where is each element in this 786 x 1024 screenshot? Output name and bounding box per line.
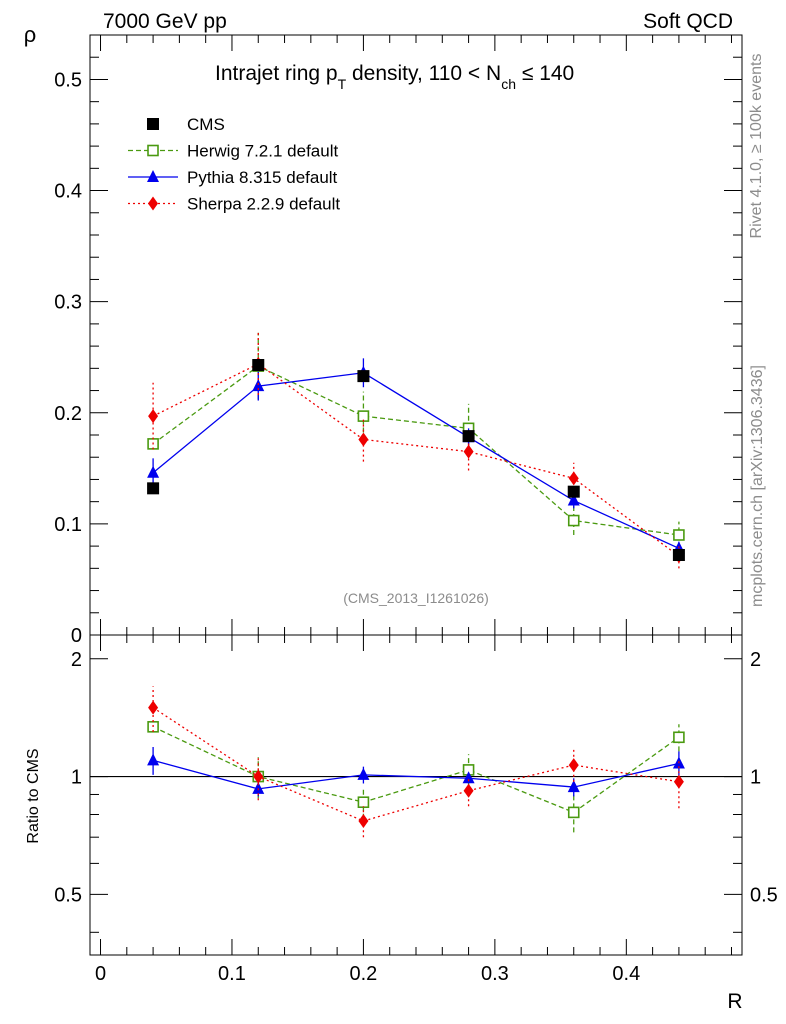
ratio-data-point <box>673 731 685 744</box>
title-middle: density, 110 < N <box>346 62 501 85</box>
main-series-1 <box>147 332 685 549</box>
ratio-series-2 <box>147 747 685 797</box>
y-tick-label: 0.3 <box>54 292 82 314</box>
x-tick-label: 0 <box>95 963 106 985</box>
ratio-plot-frame <box>89 634 743 956</box>
main-data-point <box>357 370 370 383</box>
main-series <box>147 332 685 569</box>
category-label: Soft QCD <box>643 10 733 33</box>
main-data-point <box>672 549 685 561</box>
x-tick-label: 0.3 <box>481 963 509 985</box>
x-axis-label: R <box>727 990 742 1013</box>
main-series-3 <box>148 332 684 569</box>
ratio-data-point <box>673 774 684 789</box>
ratio-series <box>147 686 685 838</box>
title-sub-t: T <box>338 76 347 92</box>
legend-label: Pythia 8.315 default <box>187 168 338 187</box>
ratio-tick-label-right: 0.5 <box>750 884 778 906</box>
legend-marker <box>147 170 159 182</box>
energy-label: 7000 GeV pp <box>103 10 227 33</box>
main-data-point <box>252 379 265 392</box>
ratio-data-point <box>357 767 370 780</box>
ratio-data-point <box>567 806 580 819</box>
ratio-tick-label-left: 0.5 <box>54 884 82 906</box>
main-data-point <box>357 410 370 422</box>
ratio-tick-label-right: 1 <box>750 767 761 789</box>
title-sub-ch: ch <box>501 76 516 92</box>
main-series-line <box>152 365 679 536</box>
legend-marker <box>147 144 159 157</box>
main-data-point <box>252 359 265 371</box>
main-data-point <box>567 514 580 527</box>
x-tick-label: 0.4 <box>612 963 640 985</box>
y-tick-label: 0.1 <box>54 514 82 536</box>
ratio-data-point <box>253 769 264 784</box>
main-data-point <box>567 485 580 498</box>
legend-marker <box>147 118 159 130</box>
y-tick-label: 0.4 <box>54 181 82 203</box>
main-data-point <box>358 432 369 447</box>
ratio-data-point <box>252 781 265 794</box>
main-series-0 <box>147 359 685 561</box>
analysis-id: (CMS_2013_I1261026) <box>343 590 489 606</box>
ratio-series-3 <box>148 686 684 838</box>
x-tick-label: 0.2 <box>350 963 378 985</box>
title-end: ≤ 140 <box>516 62 574 85</box>
ratio-data-point <box>148 700 159 715</box>
rivet-label: Rivet 4.1.0, ≥ 100k events <box>748 54 765 239</box>
main-data-point <box>568 471 579 486</box>
main-data-point <box>462 430 475 443</box>
main-data-point <box>463 444 474 459</box>
ratio-tick-label-left: 2 <box>71 649 82 671</box>
y-tick-label: 0 <box>71 625 82 647</box>
y-tick-label: 0.2 <box>54 403 82 425</box>
ratio-data-point <box>567 780 580 793</box>
ratio-data-point <box>568 758 579 773</box>
main-series-line <box>152 372 680 549</box>
ratio-data-point <box>358 813 369 828</box>
main-data-point <box>147 465 160 478</box>
ratio-series-line <box>152 726 680 814</box>
main-data-point <box>673 529 685 541</box>
main-data-point <box>147 482 160 495</box>
tick-labels: 0 0.1 0.2 0.3 0.4 0 0.1 0.2 0.3 0.4 0.5 0.5 0.5 1 1 2 2 <box>54 69 778 985</box>
ratio-data-point <box>463 783 474 798</box>
mcplots-label: mcplots.cern.ch [arXiv:1306.3436] <box>749 365 766 607</box>
ratio-tick-label-left: 1 <box>71 767 82 789</box>
axis-ticks <box>90 34 742 955</box>
ratio-data-point <box>147 753 160 766</box>
x-tick-label: 0.1 <box>218 963 246 985</box>
legend-label: Herwig 7.2.1 default <box>187 142 338 161</box>
main-data-point <box>148 409 159 424</box>
ratio-tick-label-right: 2 <box>750 649 761 671</box>
ratio-axis-label: Ratio to CMS <box>25 748 42 843</box>
ratio-series-line <box>152 707 680 822</box>
title-main: Intrajet ring p <box>215 62 338 85</box>
main-series-line <box>152 363 680 557</box>
ratio-series-line <box>152 759 680 790</box>
y-tick-label: 0.5 <box>54 69 82 91</box>
y-axis-label: ρ <box>24 22 37 47</box>
legend-label: Sherpa 2.2.9 default <box>187 195 340 214</box>
ratio-data-point <box>462 771 475 784</box>
legend-label: CMS <box>187 115 225 134</box>
ratio-data-point <box>357 796 370 809</box>
legend: CMS Herwig 7.2.1 default Pythia 8.315 defa… <box>128 115 340 214</box>
main-series-2 <box>147 358 685 555</box>
legend-marker <box>148 196 158 211</box>
chart-title: Intrajet ring pT density, 110 < Nch ≤ 14… <box>215 62 574 92</box>
main-data-point <box>567 493 580 506</box>
